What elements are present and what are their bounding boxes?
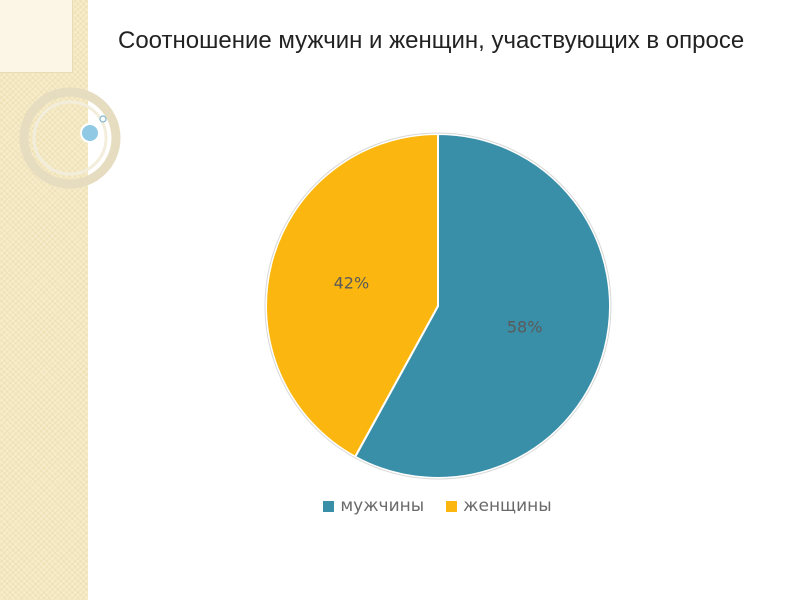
data-label-0: 58%	[507, 318, 543, 337]
legend-swatch-0	[323, 500, 335, 512]
legend-label-0: мужчины	[340, 496, 425, 516]
decorative-bubble-large	[80, 123, 100, 143]
legend-label-1: женщины	[463, 496, 552, 516]
decorative-ring-inner	[32, 100, 108, 176]
pie-slice-1	[264, 132, 439, 459]
pie-slice-0	[353, 132, 611, 479]
decorative-ring-outer	[19, 87, 121, 189]
decorative-rings	[19, 87, 121, 189]
decorative-bubble-small	[99, 115, 107, 123]
decorative-corner-panel	[0, 0, 73, 73]
data-label-1: 42%	[334, 273, 370, 292]
legend-item-0: мужчины	[323, 496, 424, 516]
chart-legend: мужчины женщины	[0, 496, 800, 516]
pie-outline	[264, 132, 612, 480]
chart-title: Соотношение мужчин и женщин, участвующих…	[118, 27, 745, 54]
legend-swatch-1	[446, 500, 458, 512]
legend-item-1: женщины	[446, 496, 552, 516]
